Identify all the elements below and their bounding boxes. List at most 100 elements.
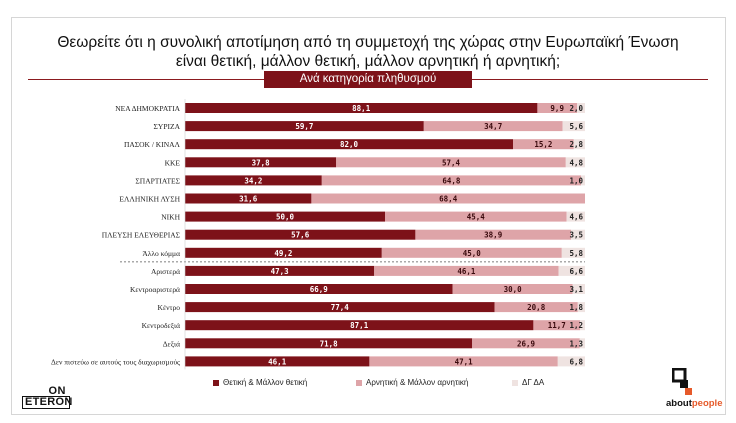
- data-label: 37,8: [252, 158, 271, 167]
- legend-item-negative: Αρνητική & Μάλλον αρνητική: [356, 378, 468, 387]
- data-label: 34,2: [244, 176, 262, 185]
- subtitle-rule-left: [28, 79, 264, 80]
- category-label: Κέντρο: [158, 303, 181, 312]
- data-label: 50,0: [276, 213, 295, 222]
- category-label: ΝΙΚΗ: [161, 213, 180, 222]
- category-label: ΣΥΡΙΖΑ: [154, 122, 181, 131]
- data-label: 26,9: [517, 339, 536, 348]
- bar-segment: [185, 356, 370, 367]
- bar-segment: [369, 356, 558, 367]
- data-label: 87,1: [350, 321, 369, 330]
- bar-segment: [577, 103, 585, 113]
- data-label: 47,1: [455, 357, 474, 366]
- bar-segment: [374, 265, 559, 276]
- bar-segment: [494, 302, 578, 313]
- bar-segment: [185, 302, 495, 313]
- bar-segment: [185, 157, 337, 168]
- bar-segment: [581, 175, 585, 186]
- eteron-logo-on: ON: [48, 385, 66, 397]
- category-label: Δεξιά: [163, 339, 180, 348]
- data-label: 31,6: [239, 195, 258, 204]
- data-label: 4,8: [569, 158, 583, 167]
- data-label: 68,4: [439, 195, 458, 204]
- bar-segment: [185, 265, 375, 276]
- data-label: 6,8: [569, 357, 583, 366]
- bar-segment: [557, 356, 585, 367]
- data-label: 59,7: [295, 122, 313, 131]
- bar-segment: [185, 284, 453, 294]
- aboutpeople-logo-prefix: about: [666, 398, 692, 409]
- bar-segment: [513, 139, 574, 150]
- data-label: 5,6: [569, 122, 583, 131]
- bar-segment: [580, 320, 585, 331]
- data-label: 88,1: [352, 104, 371, 113]
- data-label: 46,1: [268, 357, 287, 366]
- category-label: Αριστερά: [151, 267, 180, 276]
- bar-segment: [561, 247, 585, 258]
- data-label: 11,7: [548, 321, 566, 330]
- bar-segment: [185, 193, 312, 204]
- legend-label-negative: Αρνητική & Μάλλον αρνητική: [366, 378, 469, 387]
- category-label: Δεν πιστεύω σε αυτούς τους διαχωρισμούς: [51, 357, 180, 366]
- data-label: 49,2: [274, 249, 292, 258]
- data-label: 1,3: [569, 339, 583, 348]
- bar-segment: [185, 175, 322, 186]
- category-label: ΚΚΕ: [165, 158, 181, 167]
- data-label: 57,4: [442, 158, 461, 167]
- data-label: 82,0: [340, 140, 359, 149]
- legend-swatch-dk: [512, 379, 518, 386]
- category-label: Άλλο κόμμα: [142, 249, 180, 258]
- category-label: Κεντροαριστερά: [130, 285, 180, 294]
- bar-segment: [185, 103, 538, 113]
- bar-segment: [185, 338, 473, 349]
- data-label: 1,0: [569, 176, 583, 185]
- eteron-logo-word: ETERON: [22, 396, 72, 409]
- category-label: ΕΛΛΗΝΙΚΗ ΛΥΣΗ: [119, 195, 180, 204]
- data-label: 46,1: [457, 267, 476, 276]
- bar-segment: [185, 139, 513, 150]
- data-label: 9,9: [550, 104, 564, 113]
- category-label: ΠΛΕΥΣΗ ΕΛΕΥΘΕΡΙΑΣ: [102, 231, 180, 240]
- bar-segment: [185, 320, 534, 331]
- data-label: 20,8: [527, 303, 546, 312]
- data-label: 15,2: [534, 140, 552, 149]
- data-label: 6,6: [569, 267, 583, 276]
- bar-segment: [385, 211, 567, 222]
- data-label: 30,0: [504, 285, 523, 294]
- data-label: 2,0: [569, 104, 583, 113]
- category-label: ΠΑΣΟΚ / ΚΙΝΑΛ: [124, 140, 181, 149]
- category-label: Κεντροδεξιά: [142, 321, 181, 330]
- bar-segment: [533, 320, 581, 331]
- data-label: 47,3: [271, 267, 290, 276]
- bar-segment: [185, 121, 424, 132]
- bar-segment: [558, 265, 585, 276]
- data-label: 64,8: [442, 176, 461, 185]
- legend-swatch-positive: [213, 379, 219, 386]
- data-label: 38,9: [484, 231, 503, 240]
- bar-segment: [566, 211, 585, 222]
- bar-segment: [185, 211, 385, 222]
- eteron-logo: ON ETERON: [22, 385, 72, 409]
- bar-segment: [415, 229, 571, 240]
- chart-frame: [11, 17, 726, 415]
- data-label: 1,8: [569, 303, 583, 312]
- chart-legend: Θετική & Μάλλον θετική Αρνητική & Μάλλον…: [200, 378, 600, 390]
- aboutpeople-logo-word: aboutpeople: [666, 398, 722, 409]
- data-label: 4,6: [569, 213, 583, 222]
- bar-segment: [472, 338, 580, 349]
- aboutpeople-logo-suffix: people: [691, 398, 723, 409]
- chart-subtitle: Ανά κατηγορία πληθυσμού: [264, 71, 472, 88]
- data-label: 45,4: [467, 213, 486, 222]
- data-label: 77,4: [331, 303, 350, 312]
- category-label: ΣΠΑΡΤΙΑΤΕΣ: [135, 176, 180, 185]
- bar-segment: [577, 302, 585, 313]
- bar-segment: [185, 229, 416, 240]
- title-line-1: Θεωρείτε ότι η συνολική αποτίμηση από τη…: [57, 34, 679, 51]
- bar-segment: [571, 229, 585, 240]
- bar-segment: [185, 247, 382, 258]
- data-label: 5,8: [569, 249, 583, 258]
- subtitle-rule-right: [472, 79, 708, 80]
- bar-segment: [565, 157, 585, 168]
- legend-item-positive: Θετική & Μάλλον θετική: [213, 378, 307, 387]
- bar-segment: [579, 338, 585, 349]
